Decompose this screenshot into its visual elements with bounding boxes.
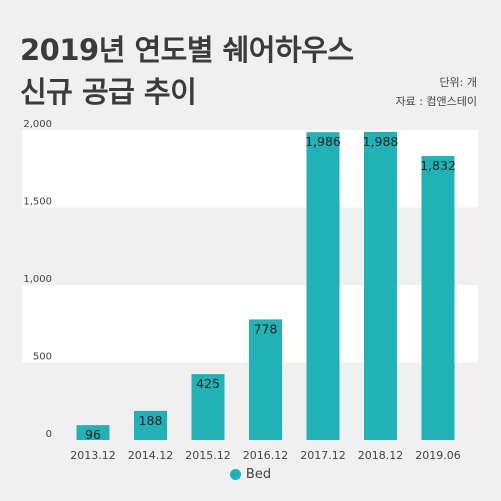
- chart-title-line-1: 2019년 연도별 쉐어하우스: [20, 33, 354, 67]
- y-tick-label: 1,500: [23, 197, 52, 208]
- x-tick-label: 2013.12: [70, 449, 116, 462]
- x-axis-ticks: 2013.12 2014.12 2015.12 2016.12 2017.12 2018.…: [70, 449, 461, 462]
- bars: [76, 131, 455, 441]
- x-tick-label: 2014.12: [128, 449, 174, 462]
- data-label: 1,986: [305, 134, 341, 149]
- data-labels: 96 188 425 778 1,986 1,988 1,832: [85, 134, 456, 442]
- data-label: 425: [196, 376, 220, 391]
- background-band: [22, 207, 478, 285]
- background-band: [22, 130, 478, 208]
- data-label: 188: [139, 413, 163, 428]
- unit-note: 단위: 개: [439, 76, 477, 89]
- bar: [191, 374, 225, 440]
- legend-label: Bed: [245, 467, 272, 482]
- legend: Bed: [0, 467, 501, 482]
- x-tick-label: 2017.12: [300, 449, 346, 462]
- x-tick-label: 2018.12: [358, 449, 404, 462]
- legend-swatch: [229, 469, 241, 480]
- chart-title-line-2: 신규 공급 추이: [20, 75, 197, 109]
- bar: [421, 156, 455, 441]
- data-label: 1,988: [363, 134, 399, 149]
- y-tick-label: 1,000: [23, 274, 52, 285]
- bar: [76, 425, 110, 440]
- y-tick-label: 2,000: [23, 119, 52, 130]
- data-label: 778: [254, 321, 278, 336]
- bar: [249, 319, 282, 440]
- bar: [134, 410, 167, 440]
- x-tick-label: 2016.12: [243, 449, 289, 462]
- source-note: 자료 : 컴앤스테이: [395, 95, 477, 108]
- x-tick-label: 2015.12: [185, 449, 231, 462]
- bar: [306, 132, 340, 441]
- bar: [364, 131, 397, 441]
- y-tick-label: 500: [33, 352, 52, 363]
- data-label: 96: [85, 427, 101, 442]
- data-label: 1,832: [420, 158, 456, 173]
- x-tick-label: 2019.06: [415, 449, 461, 462]
- y-axis-ticks: 0 500 1,000 1,500 2,000: [23, 119, 52, 440]
- y-tick-label: 0: [46, 429, 52, 440]
